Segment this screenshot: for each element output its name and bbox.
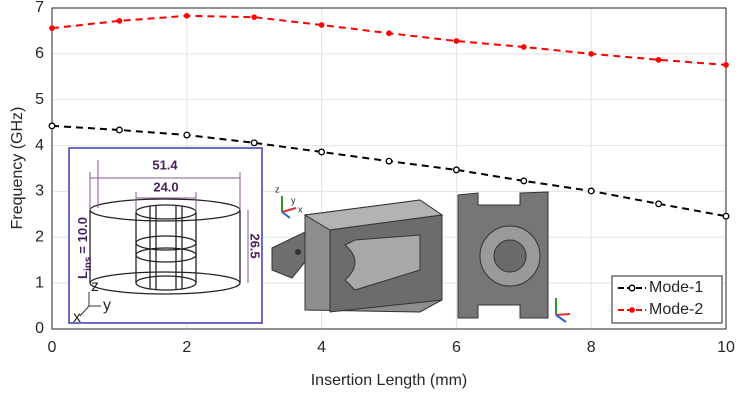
data-point — [656, 58, 660, 62]
y-tick-label: 0 — [35, 320, 44, 337]
axis-symbol: y — [103, 297, 111, 314]
data-point — [319, 23, 323, 27]
data-point — [184, 132, 190, 138]
x-tick-label: 2 — [182, 339, 191, 356]
axis-symbol: y — [291, 195, 296, 205]
axis-symbol: x — [73, 309, 81, 326]
x-tick-label: 8 — [587, 339, 596, 356]
dimension-label: 26.5 — [248, 233, 263, 258]
data-point — [522, 45, 526, 49]
data-point — [723, 213, 729, 219]
x-axis-label: Insertion Length (mm) — [311, 372, 468, 389]
chart: 0 1 2 3 4 5 6 7 0 2 4 6 8 10 Insertion Length (mm) Fr… — [0, 0, 738, 393]
x-tick-label: 0 — [48, 339, 57, 356]
data-point — [251, 140, 257, 146]
x-tick-label: 6 — [452, 339, 461, 356]
y-tick-label: 6 — [35, 45, 44, 62]
data-point — [589, 52, 593, 56]
data-point — [50, 26, 54, 30]
model-right — [458, 192, 548, 318]
axis-symbol: x — [298, 204, 303, 214]
model-left — [272, 200, 442, 312]
data-point — [386, 158, 392, 164]
axis-symbol: z — [275, 184, 280, 194]
legend-marker — [629, 285, 635, 291]
y-tick-label: 4 — [35, 137, 44, 154]
data-point — [588, 188, 594, 194]
data-point — [724, 63, 728, 67]
data-point — [185, 14, 189, 18]
data-point — [454, 39, 458, 43]
dimension-label: 51.4 — [152, 157, 178, 172]
x-tick-label: 4 — [317, 339, 326, 356]
data-point — [656, 201, 662, 207]
data-point — [454, 167, 460, 173]
data-point — [387, 31, 391, 35]
data-point — [117, 127, 123, 133]
legend-label: Mode-2 — [649, 301, 703, 318]
x-tick-label: 10 — [717, 339, 735, 356]
y-tick-label: 3 — [35, 183, 44, 200]
length-subscript: ins — [83, 256, 94, 271]
y-tick-label: 2 — [35, 229, 44, 246]
y-tick-label: 1 — [35, 274, 44, 291]
data-point — [117, 19, 121, 23]
legend: Mode-1 Mode-2 — [612, 276, 722, 323]
y-tick-label: 7 — [35, 0, 44, 16]
legend-label: Mode-1 — [649, 279, 703, 296]
y-tick-label: 5 — [35, 91, 44, 108]
length-value: = 10.0 — [75, 217, 90, 254]
data-point — [252, 15, 256, 19]
legend-marker — [630, 308, 634, 312]
length-symbol: L — [75, 271, 90, 279]
dimension-label: 24.0 — [153, 179, 178, 194]
data-point — [319, 149, 325, 155]
axis-symbol: z — [91, 278, 99, 295]
y-axis-label: Frequency (GHz) — [9, 107, 26, 230]
data-point — [49, 123, 55, 129]
inset: 51.4 24.0 26.5 Lins = 10.0 z y x — [69, 148, 263, 326]
series-line — [52, 16, 726, 65]
data-point — [521, 178, 527, 184]
